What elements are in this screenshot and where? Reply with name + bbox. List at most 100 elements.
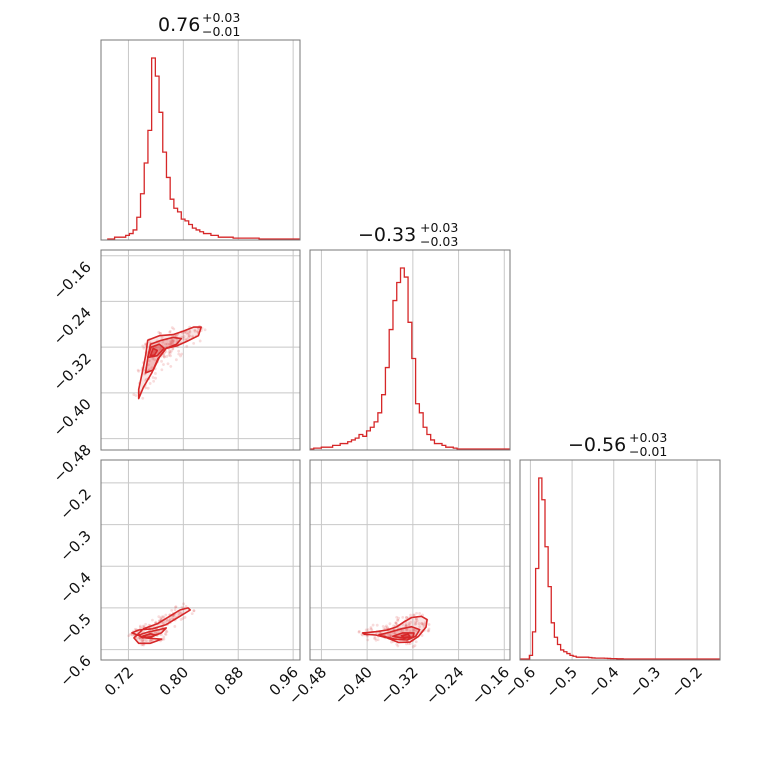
sample-point xyxy=(154,376,157,380)
sample-point xyxy=(393,631,397,635)
pair-frame-1-0 xyxy=(100,249,301,451)
sample-point xyxy=(182,335,186,338)
sample-point xyxy=(409,620,413,624)
sample-point xyxy=(185,344,189,348)
sample-point xyxy=(396,644,400,648)
sample-point xyxy=(192,609,196,613)
panels: −0.48−0.40−0.32−0.24−0.16−0.6−0.5−0.4−0.… xyxy=(50,39,721,708)
sample-point xyxy=(141,344,145,348)
sample-point xyxy=(414,629,418,632)
sample-point xyxy=(178,610,182,614)
ytick-label-row1-3: −0.24 xyxy=(50,304,95,349)
sample-point xyxy=(193,328,197,332)
sample-point xyxy=(154,372,157,375)
sample-point xyxy=(394,621,398,624)
sample-point xyxy=(394,621,398,625)
sample-point xyxy=(357,630,361,634)
sample-point xyxy=(384,625,388,629)
pair-frame-2-0 xyxy=(100,459,301,661)
sample-point xyxy=(162,616,166,619)
sample-point xyxy=(404,623,408,627)
sample-point xyxy=(161,621,165,625)
title-param-1: −0.33 xyxy=(358,224,416,246)
histogram-panel-2 xyxy=(520,460,720,660)
sample-point xyxy=(378,631,381,635)
density-contour-0 xyxy=(137,326,202,400)
sample-point xyxy=(138,625,142,629)
sample-point xyxy=(149,639,152,643)
sample-point xyxy=(427,623,431,626)
sample-point xyxy=(166,619,169,623)
sample-point xyxy=(148,341,152,344)
sample-point xyxy=(374,636,377,640)
sample-point xyxy=(168,617,172,620)
sample-point xyxy=(146,386,150,390)
density-contour-3 xyxy=(149,347,159,357)
sample-point xyxy=(167,619,171,623)
sample-point xyxy=(395,615,399,619)
sample-point xyxy=(137,369,141,373)
sample-point xyxy=(415,617,418,621)
ytick-label-row2-0: −0.6 xyxy=(56,652,94,690)
sample-point xyxy=(151,376,155,379)
sample-point xyxy=(131,633,134,637)
sample-point xyxy=(404,642,408,646)
sample-point xyxy=(160,359,163,363)
density-contour-0 xyxy=(131,607,191,645)
sample-point xyxy=(173,608,177,612)
sample-point xyxy=(187,336,190,339)
xtick-label-col0-2: 0.88 xyxy=(211,663,247,699)
sample-point xyxy=(161,340,165,344)
sample-point xyxy=(396,618,400,622)
sample-point xyxy=(168,330,172,334)
sample-point xyxy=(175,334,178,338)
sample-point xyxy=(415,611,418,615)
sample-point xyxy=(174,605,177,609)
sample-point xyxy=(156,630,159,634)
sample-point xyxy=(148,382,152,385)
sample-point xyxy=(177,349,181,353)
sample-point xyxy=(160,336,164,340)
sample-point xyxy=(413,622,417,626)
ytick-label-row2-2: −0.4 xyxy=(56,568,94,606)
sample-point xyxy=(147,359,151,363)
sample-point xyxy=(169,340,173,344)
sample-point xyxy=(141,624,145,628)
sample-point xyxy=(401,629,404,633)
sample-point xyxy=(183,615,187,619)
sample-point xyxy=(203,328,207,332)
sample-point xyxy=(180,605,184,609)
sample-point xyxy=(374,638,378,642)
histogram-frame-0 xyxy=(100,39,301,241)
xtick-label-col2-0: −0.6 xyxy=(501,663,539,701)
title-param-1-lower: −0.03 xyxy=(420,234,458,249)
sample-point xyxy=(421,622,425,626)
sample-point xyxy=(192,341,196,345)
sample-point xyxy=(184,604,188,608)
sample-point xyxy=(186,332,190,336)
sample-point xyxy=(376,638,380,642)
density-contour-3 xyxy=(400,633,411,639)
sample-point xyxy=(414,622,418,625)
ytick-label-row2-1: −0.5 xyxy=(56,610,94,648)
sample-point xyxy=(420,622,424,626)
sample-point xyxy=(169,342,173,345)
sample-point xyxy=(164,620,167,624)
sample-point xyxy=(185,337,189,341)
sample-point xyxy=(140,639,144,642)
sample-point xyxy=(168,351,172,355)
title-param-0-lower: −0.01 xyxy=(202,24,240,39)
ytick-label-row2-3: −0.3 xyxy=(56,527,94,565)
sample-point xyxy=(171,339,175,343)
sample-point xyxy=(140,643,144,647)
xtick-label-col0-0: 0.72 xyxy=(101,663,137,699)
sample-point xyxy=(182,337,185,341)
sample-point xyxy=(169,365,173,368)
sample-point xyxy=(169,354,172,358)
sample-point xyxy=(182,602,185,606)
sample-point xyxy=(137,636,141,640)
xtick-label-col0-1: 0.80 xyxy=(156,663,192,699)
sample-point xyxy=(165,630,169,634)
sample-point xyxy=(164,613,168,617)
sample-point xyxy=(160,368,164,372)
